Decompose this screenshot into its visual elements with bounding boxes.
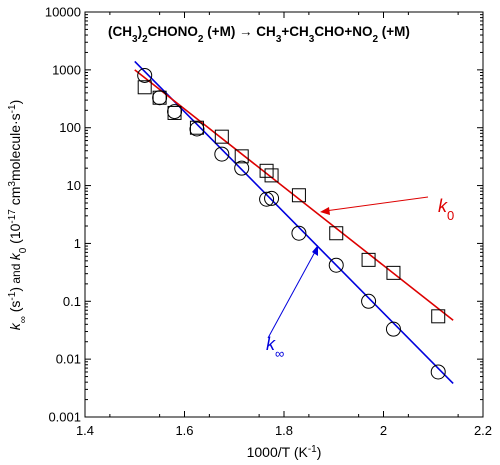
data-markers [137,67,446,380]
y-tick-label: 1000 [52,62,81,77]
data-point-kinf [361,293,377,309]
data-point-k0 [167,105,182,120]
x-tick-label: 2.2 [474,423,492,438]
x-axis-ticks: 1.4 1.6 1.8 2 2.2 [76,12,492,438]
y-tick-label: 0.1 [63,294,81,309]
data-point-kinf [430,364,446,380]
y-tick-label: 1 [74,236,81,251]
fit-line-k0 [134,69,454,321]
data-point-kinf [328,257,344,273]
series-label-kinf: k∞ [266,334,284,361]
x-tick-label: 1.4 [76,423,94,438]
y-tick-label: 10000 [45,5,81,20]
y-tick-label: 10 [67,178,81,193]
x-tick-label: 1.6 [175,423,193,438]
data-point-k0 [214,129,229,144]
data-point-k0 [259,163,274,178]
data-point-kinf [234,160,250,176]
data-point-k0 [431,309,446,324]
data-point-kinf [152,90,168,106]
y-tick-label: 100 [59,120,81,135]
data-point-kinf [385,321,401,337]
data-point-k0 [291,188,306,203]
data-point-kinf [291,225,307,241]
k0-annotation-arrow [320,196,429,215]
x-tick-label: 1.8 [275,423,293,438]
data-point-k0 [361,252,376,267]
data-point-k0 [386,265,401,280]
data-point-k0 [152,90,167,105]
data-point-k0 [264,168,279,183]
data-point-kinf [264,190,280,206]
x-tick-label: 2 [380,423,387,438]
data-point-k0 [189,120,204,135]
fit-line-kinf [134,60,454,385]
data-point-kinf [137,67,153,83]
kinf-annotation-arrow [267,245,318,339]
fit-lines [134,60,454,385]
y-axis-title: k∞ (s-1) and k0 (10-17 cm3molecule·s-1) [7,100,29,331]
series-label-k0: k0 [438,196,454,223]
data-point-k0 [137,80,152,95]
data-point-k0 [234,149,249,164]
data-point-k0 [329,226,344,241]
x-axis-title: 1000/T (K-1) [247,444,322,461]
data-point-kinf [259,191,275,207]
data-point-kinf [214,146,230,162]
y-tick-label: 0.001 [48,410,81,425]
y-axis-ticks: 0.001 0.01 0.1 1 10 100 1000 10000 [45,5,483,425]
chart-title: (CH3)2CHONO2 (+M) → CH3+CH3CHO+NO2 (+M) [108,24,410,45]
y-tick-label: 0.01 [56,352,81,367]
